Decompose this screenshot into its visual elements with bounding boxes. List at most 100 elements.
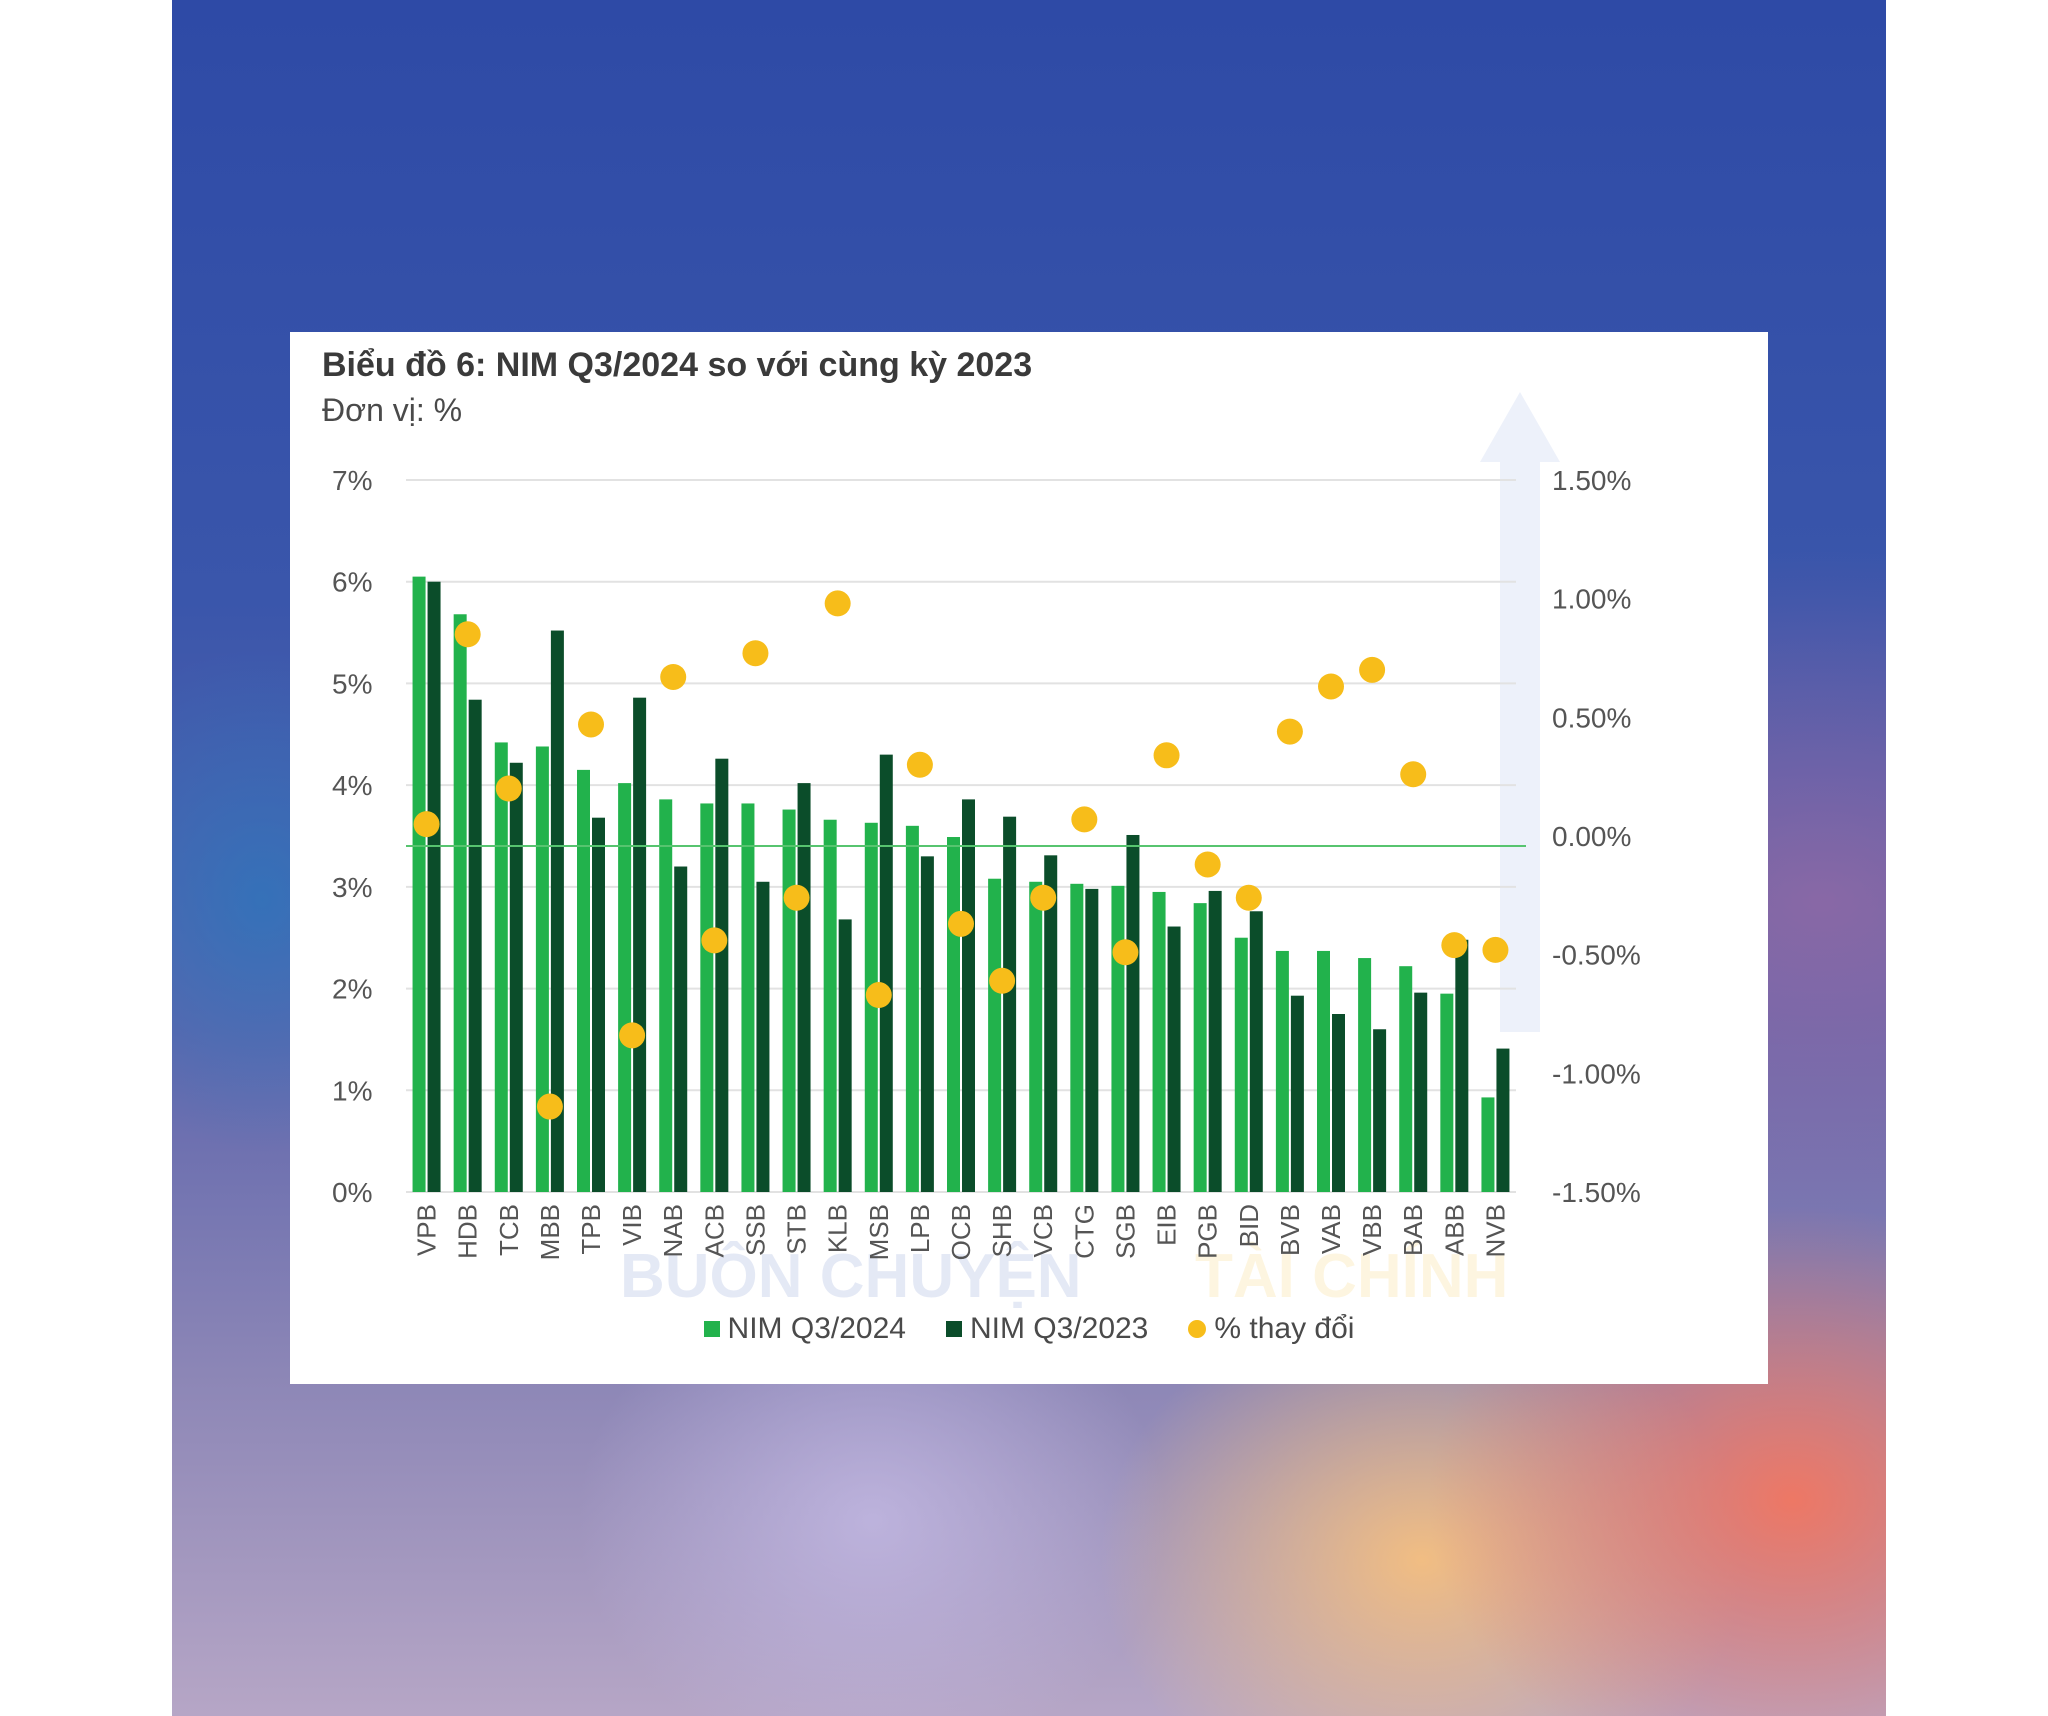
change-dot	[1194, 851, 1221, 878]
category-label: VCB	[1028, 1204, 1058, 1257]
bar-nim-2023	[468, 699, 482, 1192]
legend-label-nim-2023: NIM Q3/2023	[969, 1312, 1149, 1345]
bar-nim-2023	[1249, 911, 1263, 1192]
category-label: VAB	[1316, 1204, 1346, 1254]
bar-nim-2023	[962, 799, 975, 1192]
category-label: SGB	[1110, 1204, 1140, 1259]
bar-nim-2023	[592, 817, 605, 1192]
right-axis-tick-label: -0.50%	[1552, 940, 1641, 971]
bar-nim-2024	[1399, 966, 1413, 1192]
change-dot	[1482, 936, 1509, 963]
legend-item-nim-2023: NIM Q3/2023	[945, 1312, 1149, 1346]
change-dots	[413, 590, 1509, 1120]
bar-nim-2023	[1455, 939, 1469, 1192]
right-axis-tick-label: 0.50%	[1552, 702, 1631, 733]
watermark-text-left: BUÔN CHUYỆN	[620, 1242, 1082, 1311]
bar-nim-2024	[453, 614, 467, 1192]
category-label: EIB	[1152, 1204, 1182, 1246]
chart-card: Biểu đồ 6: NIM Q3/2024 so với cùng kỳ 20…	[290, 332, 1768, 1384]
change-dot	[1441, 932, 1468, 959]
bar-nim-2023	[1414, 992, 1428, 1192]
change-dot	[1112, 939, 1139, 966]
bar-nim-2024	[577, 769, 590, 1192]
legend-item-change: % thay đổi	[1188, 1312, 1354, 1346]
category-label: BAB	[1398, 1204, 1428, 1256]
bar-nim-2024	[700, 803, 714, 1192]
bar-nim-2023	[427, 581, 441, 1192]
bar-nim-2024	[1275, 950, 1289, 1192]
right-axis-tick-label: 0.00%	[1552, 821, 1631, 852]
category-label: HDB	[453, 1204, 483, 1259]
change-dot	[1235, 884, 1262, 911]
category-label: TCB	[494, 1204, 524, 1256]
bar-nim-2024	[1193, 903, 1207, 1192]
category-label: NVB	[1480, 1204, 1510, 1257]
left-axis-tick-label: 4%	[332, 770, 372, 801]
category-label: VIB	[617, 1204, 647, 1246]
bar-nim-2023	[1496, 1048, 1510, 1192]
change-dot	[948, 910, 974, 937]
left-axis-tick-label: 5%	[332, 668, 372, 699]
change-dot	[536, 1093, 563, 1120]
left-axis-tick-label: 1%	[332, 1075, 372, 1106]
bar-nim-2023	[715, 758, 729, 1192]
change-dot	[578, 711, 604, 738]
legend-swatch-change	[1188, 1320, 1207, 1338]
watermark-arrow-shape	[1480, 392, 1560, 1032]
category-label: ACB	[699, 1204, 729, 1257]
bar-nim-2023	[756, 881, 770, 1192]
bar-nim-2023	[633, 697, 647, 1192]
bar-nim-2024	[659, 799, 673, 1192]
right-axis-tick-label: -1.00%	[1552, 1058, 1641, 1089]
change-dot	[783, 884, 810, 911]
bar-nim-2023	[879, 754, 893, 1192]
bar-nim-2024	[1234, 937, 1248, 1192]
change-dot	[660, 663, 687, 690]
change-dot	[454, 621, 481, 648]
category-label: STB	[782, 1204, 812, 1255]
bar-nim-2024	[988, 878, 1002, 1192]
bar-nim-2023	[674, 866, 688, 1192]
bar-nim-2024	[1111, 885, 1125, 1192]
change-dot	[1276, 718, 1303, 745]
left-axis-tick-label: 7%	[332, 465, 372, 496]
bar-nim-2024	[1070, 883, 1084, 1192]
category-label: BID	[1234, 1204, 1264, 1247]
legend-item-nim-2024: NIM Q3/2024	[703, 1312, 906, 1346]
change-dot	[1071, 806, 1098, 833]
category-label: NAB	[658, 1204, 688, 1257]
change-dot	[989, 967, 1016, 994]
bar-nim-2023	[550, 630, 564, 1192]
legend-swatch-nim-2024	[703, 1321, 720, 1337]
bar-nim-2024	[864, 822, 878, 1192]
left-axis-tick-label: 0%	[332, 1177, 372, 1208]
bar-nim-2023	[838, 919, 852, 1192]
change-dot	[1400, 761, 1427, 788]
bar-nim-2024	[1440, 993, 1454, 1192]
bar-nim-2023	[509, 762, 523, 1192]
bar-nim-2023	[1167, 926, 1181, 1192]
change-dot	[1318, 673, 1344, 700]
category-label: ABB	[1439, 1204, 1469, 1256]
legend-label-nim-2024: NIM Q3/2024	[727, 1312, 906, 1345]
bar-nim-2024	[947, 837, 960, 1192]
bar-nim-2024	[1481, 1097, 1495, 1192]
category-label: BVB	[1275, 1204, 1305, 1256]
bar-nim-2023	[1085, 888, 1099, 1192]
gridlines	[406, 479, 1516, 1193]
category-labels: VPB HDB TCB MBB TPB VIB NAB ACB SSB STB KLB MSB LPB O…	[412, 1204, 1511, 1260]
chart-title: Biểu đồ 6: NIM Q3/2024 so với cùng kỳ 20…	[322, 346, 1033, 384]
left-axis-labels: 0% 1% 2% 3% 4% 5% 6% 7%	[332, 465, 372, 1208]
bar-nim-2023	[797, 783, 811, 1192]
legend: NIM Q3/2024 NIM Q3/2023 % thay đổi	[290, 1312, 1768, 1346]
change-dot	[906, 751, 933, 778]
left-axis-tick-label: 2%	[332, 974, 372, 1005]
change-dot	[865, 982, 892, 1009]
bars	[412, 576, 1510, 1192]
bar-nim-2024	[618, 783, 632, 1192]
right-axis-tick-label: -1.50%	[1552, 1177, 1641, 1208]
left-axis-tick-label: 3%	[332, 872, 372, 903]
category-label: VBB	[1357, 1204, 1387, 1256]
bar-nim-2023	[1332, 1014, 1345, 1192]
bar-nim-2024	[1358, 958, 1372, 1192]
